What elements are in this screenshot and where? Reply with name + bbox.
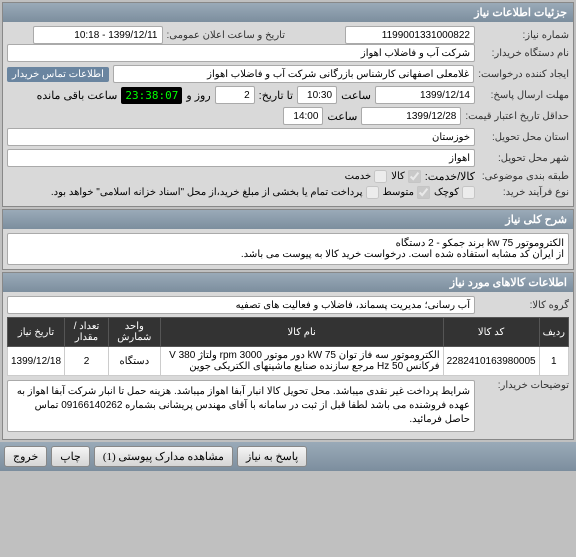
val-req-no: 1199001331000822 bbox=[345, 26, 475, 44]
label-goods-service: کالا/خدمت: bbox=[425, 170, 475, 183]
th-qty: تعداد / مقدار bbox=[65, 318, 109, 347]
label-budget-cat: طبقه بندی موضوعی: bbox=[479, 171, 569, 182]
val-creator: غلامعلی اصفهانی کارشناس بازرگانی شرکت آب… bbox=[113, 65, 474, 83]
buyer-notes-text: شرایط پرداخت غیر نقدی میباشد. محل تحویل … bbox=[7, 380, 475, 432]
label-buyer-org: نام دستگاه خریدار: bbox=[479, 48, 569, 59]
cbx-service: خدمت bbox=[345, 170, 388, 183]
table-header-row: ردیف کد کالا نام کالا واحد شمارش تعداد /… bbox=[8, 318, 569, 347]
cbx-medium-label: متوسط bbox=[383, 187, 414, 198]
cbx-large: کوچک bbox=[434, 186, 475, 199]
cbx-large-label: کوچک bbox=[434, 187, 459, 198]
th-name: نام کالا bbox=[160, 318, 443, 347]
td-qty: 2 bbox=[65, 347, 109, 376]
label-city: شهر محل تحویل: bbox=[479, 153, 569, 164]
label-remaining: ساعت باقی مانده bbox=[37, 89, 118, 102]
info-panel: جزئیات اطلاعات نیاز شماره نیاز: 11990013… bbox=[2, 2, 574, 207]
cbx-medium: متوسط bbox=[383, 186, 430, 199]
label-buyer-notes: توضیحات خریدار: bbox=[479, 380, 569, 391]
label-state: استان محل تحویل: bbox=[479, 132, 569, 143]
val-validity-date: 1399/12/28 bbox=[361, 107, 461, 125]
label-hour-2: ساعت bbox=[327, 110, 357, 123]
val-buyer-org: شرکت آب و فاضلاب اهواز bbox=[7, 44, 475, 62]
items-table: ردیف کد کالا نام کالا واحد شمارش تعداد /… bbox=[7, 317, 569, 376]
val-item-group: آب رسانی؛ مدیریت پسماند، فاضلاب و فعالیت… bbox=[7, 296, 475, 314]
td-code: 2282410163980005 bbox=[443, 347, 539, 376]
checkbox-goods bbox=[408, 170, 421, 183]
label-reply-deadline: مهلت ارسال پاسخ: bbox=[479, 90, 569, 101]
val-validity-hour: 14:00 bbox=[283, 107, 323, 125]
checkbox-large bbox=[462, 186, 475, 199]
cbx-service-label: خدمت bbox=[345, 171, 372, 182]
exit-button[interactable]: خروج bbox=[4, 446, 47, 467]
label-to-date: تا تاریخ: bbox=[259, 89, 293, 102]
val-reply-date: 1399/12/14 bbox=[375, 86, 475, 104]
val-state: خوزستان bbox=[7, 128, 475, 146]
th-idx: ردیف bbox=[539, 318, 568, 347]
td-name: الکتروموتور سه فاز توان 75 kW دور موتور … bbox=[160, 347, 443, 376]
checkbox-medium bbox=[417, 186, 430, 199]
items-panel: اطلاعات کالاهای مورد نیاز گروه کالا: آب … bbox=[2, 272, 574, 440]
info-header: جزئیات اطلاعات نیاز bbox=[3, 3, 573, 22]
total-desc-text: الکتروموتور 75 kw برند جمکو - 2 دستگاه ا… bbox=[7, 233, 569, 265]
attachments-button[interactable]: مشاهده مدارک پیوستی (1) bbox=[94, 446, 233, 467]
label-day: روز و bbox=[186, 89, 210, 102]
reply-button[interactable]: پاسخ به نیاز bbox=[237, 446, 307, 467]
items-header: اطلاعات کالاهای مورد نیاز bbox=[3, 273, 573, 292]
total-desc-header: شرح کلی نیاز bbox=[3, 210, 573, 229]
footer-buttons: پاسخ به نیاز مشاهده مدارک پیوستی (1) چاپ… bbox=[0, 442, 576, 471]
val-public-dt: 1399/12/11 - 10:18 bbox=[33, 26, 163, 44]
val-reply-hour: 10:30 bbox=[297, 86, 337, 104]
table-row: 1 2282410163980005 الکتروموتور سه فاز تو… bbox=[8, 347, 569, 376]
th-code: کد کالا bbox=[443, 318, 539, 347]
th-unit: واحد شمارش bbox=[108, 318, 160, 347]
label-item-group: گروه کالا: bbox=[479, 300, 569, 311]
process-note: پرداخت تمام یا بخشی از مبلغ خرید،از محل … bbox=[51, 187, 363, 198]
checkbox-treasury bbox=[366, 186, 379, 199]
label-public-dt: تاریخ و ساعت اعلان عمومی: bbox=[167, 30, 286, 41]
val-days: 2 bbox=[215, 86, 255, 104]
cbx-treasury: پرداخت تمام یا بخشی از مبلغ خرید،از محل … bbox=[51, 186, 379, 199]
buyer-contact-badge[interactable]: اطلاعات تماس خریدار bbox=[7, 67, 109, 82]
label-hour-1: ساعت bbox=[341, 89, 371, 102]
countdown-timer: 23:38:07 bbox=[121, 87, 182, 104]
td-unit: دستگاه bbox=[108, 347, 160, 376]
val-city: اهواز bbox=[7, 149, 475, 167]
cbx-goods-label: کالا bbox=[391, 171, 405, 182]
label-process-type: نوع فرآیند خرید: bbox=[479, 187, 569, 198]
total-desc-panel: شرح کلی نیاز الکتروموتور 75 kw برند جمکو… bbox=[2, 209, 574, 270]
print-button[interactable]: چاپ bbox=[51, 446, 90, 467]
th-date: تاریخ نیاز bbox=[8, 318, 65, 347]
label-req-no: شماره نیاز: bbox=[479, 30, 569, 41]
td-idx: 1 bbox=[539, 347, 568, 376]
label-min-validity: حداقل تاریخ اعتبار قیمت: bbox=[465, 111, 569, 122]
cbx-goods: کالا bbox=[391, 170, 421, 183]
checkbox-service bbox=[374, 170, 387, 183]
label-creator: ایجاد کننده درخواست: bbox=[478, 69, 569, 80]
td-date: 1399/12/18 bbox=[8, 347, 65, 376]
